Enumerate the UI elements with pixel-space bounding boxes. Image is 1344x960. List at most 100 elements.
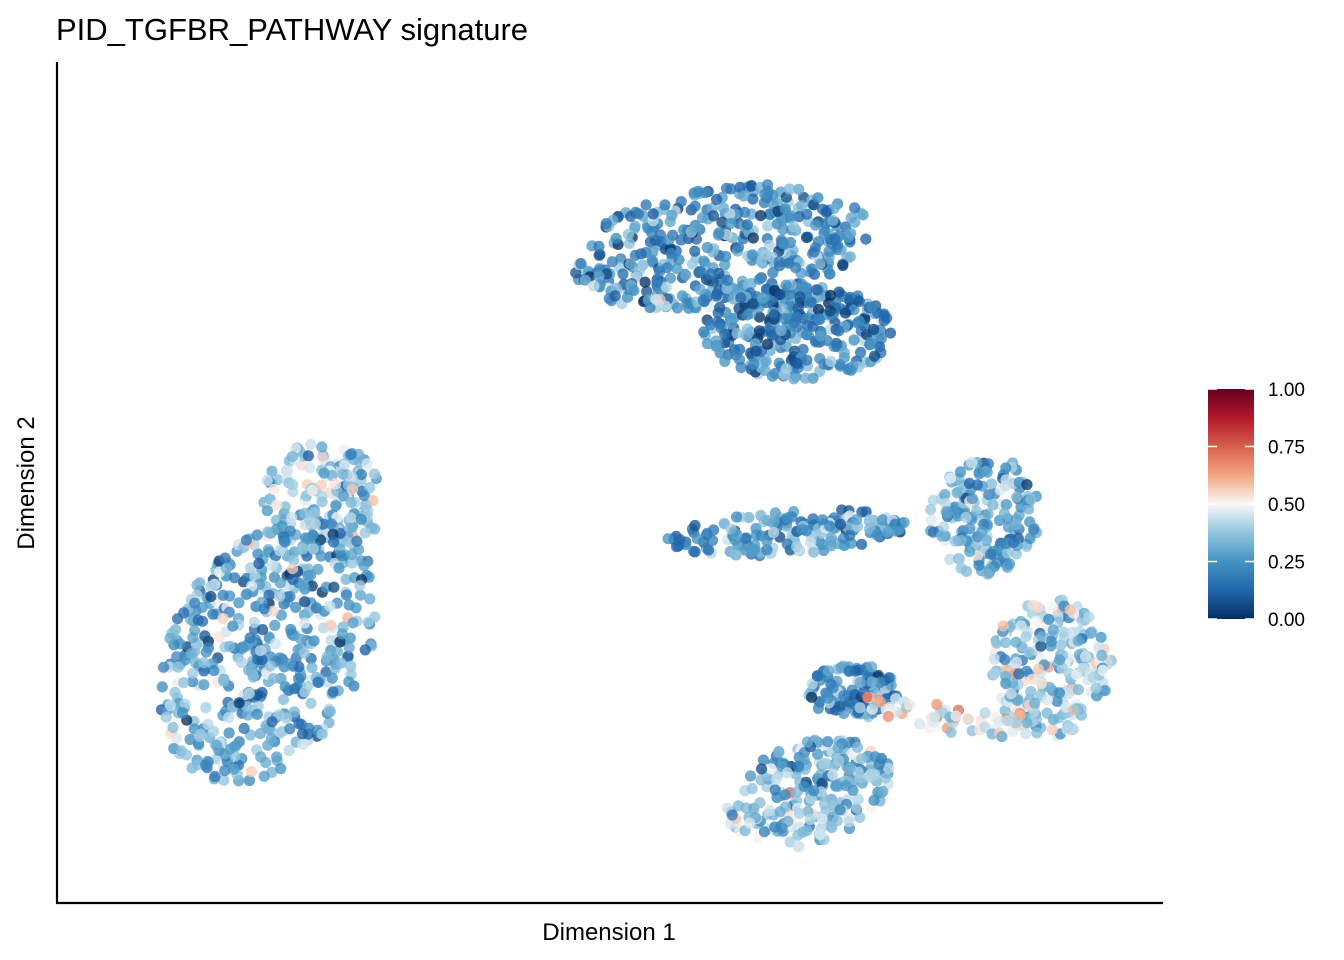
data-point xyxy=(779,789,792,801)
data-point xyxy=(973,559,985,571)
data-point xyxy=(773,746,785,758)
data-point xyxy=(340,589,353,601)
data-point xyxy=(812,236,825,248)
data-point xyxy=(306,662,318,674)
data-point xyxy=(258,770,270,782)
data-point xyxy=(844,762,856,775)
data-point xyxy=(286,511,298,524)
data-point xyxy=(1062,722,1074,734)
data-point xyxy=(812,192,824,204)
scatter-points xyxy=(155,179,1117,853)
data-point xyxy=(360,500,372,512)
colorbar-tick-label: 0.50 xyxy=(1268,495,1305,516)
data-point xyxy=(982,508,994,520)
data-point xyxy=(345,448,357,461)
data-point xyxy=(1020,728,1032,740)
data-point xyxy=(873,341,886,353)
data-point xyxy=(1064,604,1076,616)
data-point xyxy=(617,268,629,280)
data-point xyxy=(355,513,367,526)
data-point xyxy=(265,733,277,745)
data-point xyxy=(1021,665,1033,677)
data-point xyxy=(625,258,637,270)
data-point xyxy=(827,682,839,694)
data-point xyxy=(766,370,779,382)
data-point xyxy=(369,468,381,480)
data-point xyxy=(839,307,852,319)
data-point xyxy=(764,805,776,817)
data-point xyxy=(807,513,819,525)
data-point xyxy=(874,696,887,708)
data-point xyxy=(224,640,236,653)
data-point xyxy=(345,497,357,509)
data-point xyxy=(269,619,281,632)
data-point xyxy=(321,651,333,663)
data-point xyxy=(1071,702,1083,714)
data-point xyxy=(816,813,828,825)
data-point xyxy=(719,259,731,271)
data-point xyxy=(297,738,309,751)
data-point xyxy=(185,648,197,660)
data-point xyxy=(703,544,715,556)
data-point xyxy=(219,765,231,777)
data-point xyxy=(701,241,713,254)
data-point xyxy=(1010,636,1022,648)
data-point xyxy=(833,755,845,767)
data-point xyxy=(966,493,978,505)
data-point xyxy=(286,563,299,575)
data-point xyxy=(746,249,759,261)
data-point xyxy=(1025,685,1037,698)
data-point xyxy=(1062,687,1074,700)
data-point xyxy=(184,733,196,746)
data-point xyxy=(187,631,199,644)
data-point xyxy=(844,251,856,263)
data-point xyxy=(295,633,307,645)
colorbar-tick-label: 0.25 xyxy=(1268,553,1305,574)
data-point xyxy=(744,770,757,782)
data-point xyxy=(307,529,319,541)
data-point xyxy=(337,490,350,502)
data-point xyxy=(761,535,773,547)
data-point xyxy=(287,573,299,586)
data-point xyxy=(330,500,342,512)
data-point xyxy=(936,530,948,542)
data-point xyxy=(316,451,328,463)
data-point xyxy=(854,702,866,714)
data-point xyxy=(640,199,652,211)
data-point xyxy=(807,320,819,332)
data-point xyxy=(779,203,791,215)
data-point xyxy=(164,632,176,644)
data-point xyxy=(833,325,845,337)
data-point xyxy=(747,543,759,556)
data-point xyxy=(793,183,805,195)
data-point xyxy=(266,716,278,728)
colorbar-tick-label: 0.00 xyxy=(1268,610,1305,631)
data-point xyxy=(851,317,864,329)
data-point xyxy=(705,268,717,280)
data-point xyxy=(735,362,747,374)
data-point xyxy=(1043,613,1055,626)
data-point xyxy=(811,670,823,682)
data-point xyxy=(762,338,774,350)
data-point xyxy=(767,526,780,539)
data-point xyxy=(838,690,850,702)
data-point xyxy=(739,206,751,218)
data-point xyxy=(766,329,778,341)
data-point xyxy=(823,665,835,677)
data-point xyxy=(288,706,300,718)
data-point xyxy=(253,557,265,570)
data-point xyxy=(302,450,314,462)
data-point xyxy=(200,646,212,658)
data-point xyxy=(762,179,774,191)
data-point xyxy=(741,309,753,321)
data-point xyxy=(1054,654,1066,666)
data-point xyxy=(855,346,867,358)
data-point xyxy=(340,573,352,585)
data-point xyxy=(651,276,663,288)
data-point xyxy=(864,514,876,526)
data-point xyxy=(689,221,702,233)
data-point xyxy=(254,728,266,740)
data-point xyxy=(808,785,820,797)
data-point xyxy=(267,605,279,617)
data-point xyxy=(293,718,305,730)
